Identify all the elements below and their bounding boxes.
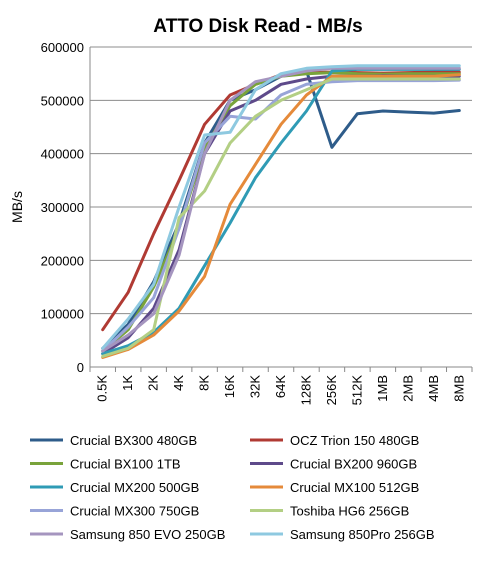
y-tick-label: 500000 — [41, 93, 84, 108]
legend-label: Samsung 850 EVO 250GB — [70, 527, 225, 542]
y-tick-label: 300000 — [41, 200, 84, 215]
y-tick-labels: 0 100000 200000 300000 400000 500000 600000 — [41, 40, 84, 375]
x-tick-label: 0.5K — [95, 375, 110, 402]
x-tick-label: 4MB — [426, 375, 441, 402]
x-tick-label: 8K — [197, 375, 212, 391]
legend-label: Crucial MX200 500GB — [70, 480, 199, 495]
x-tick-label: 2K — [146, 375, 161, 391]
x-tick-label: 16K — [222, 375, 237, 398]
x-tick-label: 4K — [171, 375, 186, 391]
x-tick-labels: 0.5K 1K 2K 4K 8K 16K 32K 64K 128K 256K 512K 1MB 2MB 4… — [89, 367, 473, 406]
x-tick-label: 1MB — [375, 375, 390, 402]
series-line — [101, 73, 461, 359]
x-tick-label: 64K — [273, 375, 288, 398]
legend-label: Crucial BX200 960GB — [290, 457, 417, 472]
x-tick-label: 128K — [298, 375, 313, 406]
y-axis-label: MB/s — [9, 191, 25, 223]
legend-label: Crucial BX300 480GB — [70, 433, 197, 448]
series-line — [101, 64, 461, 350]
legend-label: Crucial MX100 512GB — [290, 480, 419, 495]
y-tick-label: 100000 — [41, 307, 84, 322]
y-tick-label: 0 — [77, 360, 84, 375]
series-lines — [101, 64, 461, 359]
legend-label: Crucial BX100 1TB — [70, 457, 181, 472]
y-tick-label: 600000 — [41, 40, 84, 55]
legend-label: Samsung 850Pro 256GB — [290, 527, 435, 542]
y-tick-label: 200000 — [41, 253, 84, 268]
x-tick-label: 256K — [324, 375, 339, 406]
series-line — [101, 66, 461, 353]
x-tick-label: 2MB — [400, 375, 415, 402]
legend-label: OCZ Trion 150 480GB — [290, 433, 419, 448]
x-tick-label: 32K — [248, 375, 263, 398]
chart-title: ATTO Disk Read - MB/s — [153, 16, 362, 37]
x-tick-label: 8MB — [451, 375, 466, 402]
legend-label: Crucial MX300 750GB — [70, 504, 199, 519]
legend-label: Toshiba HG6 256GB — [290, 504, 409, 519]
x-tick-label: 1K — [120, 375, 135, 391]
x-tick-label: 512K — [349, 375, 364, 406]
legend: Crucial BX300 480GB OCZ Trion 150 480GB Cr… — [30, 433, 435, 542]
series-line — [101, 78, 461, 353]
y-tick-label: 400000 — [41, 147, 84, 162]
